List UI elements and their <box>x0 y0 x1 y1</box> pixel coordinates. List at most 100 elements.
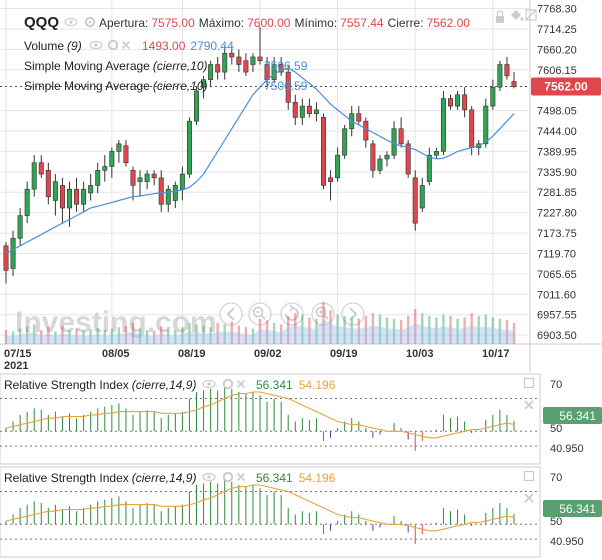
candle <box>151 170 157 186</box>
volume-bar <box>181 327 184 344</box>
volume-bar <box>301 314 304 344</box>
gear-icon[interactable] <box>222 378 234 390</box>
zoom-in-icon[interactable] <box>311 302 335 326</box>
open-label: Apertura: <box>99 16 148 30</box>
rsi-signal-value: 54.196 <box>299 378 336 392</box>
candle <box>137 170 143 197</box>
volume-bar <box>512 323 516 344</box>
close-label: Cierre: <box>388 16 424 30</box>
eye-icon[interactable] <box>202 379 216 389</box>
symbol-title: QQQ <box>24 14 59 31</box>
volume-bar <box>131 323 135 344</box>
rsi-panel-1: Relative Strength Index (cierre,14,9) 56.… <box>0 373 602 465</box>
maximize-icon[interactable] <box>523 470 535 482</box>
maximize-icon[interactable] <box>523 377 535 389</box>
arrow-left-icon[interactable] <box>219 302 243 326</box>
gear-icon[interactable] <box>107 39 119 51</box>
volume-bar <box>442 314 445 344</box>
zoom-out-icon[interactable] <box>248 302 272 326</box>
volume-bar <box>251 328 255 344</box>
volume-bar <box>145 330 149 344</box>
candle <box>31 155 37 197</box>
candle <box>116 140 122 163</box>
candle <box>172 181 178 209</box>
candle <box>194 87 199 125</box>
candle <box>215 56 221 80</box>
y-tick-label: 7714.25 <box>537 24 577 36</box>
gear-icon[interactable] <box>222 471 234 483</box>
volume-bar <box>138 328 142 344</box>
candle <box>412 170 418 231</box>
candle <box>95 162 101 193</box>
volume-bar <box>216 323 219 344</box>
close-icon[interactable] <box>236 379 246 389</box>
volume-bar <box>414 309 417 344</box>
candle <box>179 166 185 201</box>
sma-value: 7506.59 <box>264 59 308 73</box>
hide-icon[interactable] <box>525 9 537 21</box>
volume-bar <box>11 331 15 344</box>
y-tick-label: 7119.70 <box>537 248 576 260</box>
candle <box>483 98 489 148</box>
candle <box>384 151 390 167</box>
candle <box>299 98 305 125</box>
candle <box>278 56 284 76</box>
volume-bar <box>18 328 22 344</box>
volume-bar <box>110 328 114 344</box>
last-price-badge: 7562.00 <box>531 77 601 96</box>
candle <box>102 155 108 182</box>
close-icon[interactable] <box>524 400 534 410</box>
volume-average-area <box>6 318 514 344</box>
eye-icon[interactable] <box>202 472 216 482</box>
volume-bar <box>294 313 297 344</box>
y-tick-label: 6903.50 <box>537 330 577 342</box>
sma-param: (cierre,10) <box>153 79 208 93</box>
svg-text:Relative Strength Index(cierre: Relative Strength Index (cierre,14,9) <box>4 378 196 392</box>
price-axis: 7768.30 7714.25 7660.20 7606.15 7498.05 7444.… <box>537 4 577 343</box>
y-tick-label: 7768.30 <box>537 4 577 16</box>
y-tick-label: 7173.75 <box>537 228 577 240</box>
volume-bar <box>463 317 466 344</box>
close-icon[interactable] <box>236 472 246 482</box>
rsi-level-label: 70 <box>550 472 562 484</box>
svg-text:Simple Moving Average(cierre,1: Simple Moving Average (cierre,10) <box>24 79 208 93</box>
rsi-signal-line <box>5 484 515 532</box>
volume-bar <box>477 316 480 344</box>
candle <box>250 53 256 73</box>
candle <box>504 56 510 80</box>
eye-icon[interactable] <box>89 40 103 50</box>
volume-bar <box>68 330 71 344</box>
candle <box>370 140 376 178</box>
gear-icon[interactable] <box>84 16 96 28</box>
rsi-param: (cierre,14,9) <box>132 471 197 485</box>
sma-label: Simple Moving Average <box>24 59 150 73</box>
rsi-badge-value: 56.341 <box>559 502 596 516</box>
watermark-text: Investing.com <box>15 306 217 339</box>
close-icon[interactable] <box>121 40 131 50</box>
legend-header: QQQ Apertura: 7575.00 Máximo: 7600.00 Mínimo… <box>24 9 537 93</box>
reset-icon[interactable] <box>280 302 304 326</box>
eye-icon[interactable] <box>64 17 78 27</box>
candle <box>222 45 228 80</box>
x-tick-label: 09/02 <box>254 348 282 360</box>
y-tick-label: 7389.95 <box>537 146 577 158</box>
arrow-right-icon[interactable] <box>341 302 365 326</box>
chart-controls <box>219 302 365 326</box>
candle <box>455 90 461 110</box>
volume-bar <box>160 326 163 344</box>
svg-text:Simple Moving Average(cierre,1: Simple Moving Average (cierre,10) <box>24 59 208 73</box>
x-tick-label: 08/19 <box>178 348 206 360</box>
y-tick-label: 7660.20 <box>537 44 577 56</box>
volume-bar <box>244 327 248 344</box>
volume-bar <box>195 324 198 344</box>
lock-icon[interactable] <box>496 10 504 23</box>
y-tick-label: 6957.55 <box>537 310 577 322</box>
last-price-value: 7562.00 <box>544 79 588 93</box>
candle <box>17 208 23 246</box>
volume-bar <box>237 325 241 344</box>
fill-icon[interactable] <box>511 10 524 21</box>
close-icon[interactable] <box>524 493 534 503</box>
candle <box>52 174 58 216</box>
candle <box>45 162 51 205</box>
volume-param: (9) <box>67 39 82 53</box>
